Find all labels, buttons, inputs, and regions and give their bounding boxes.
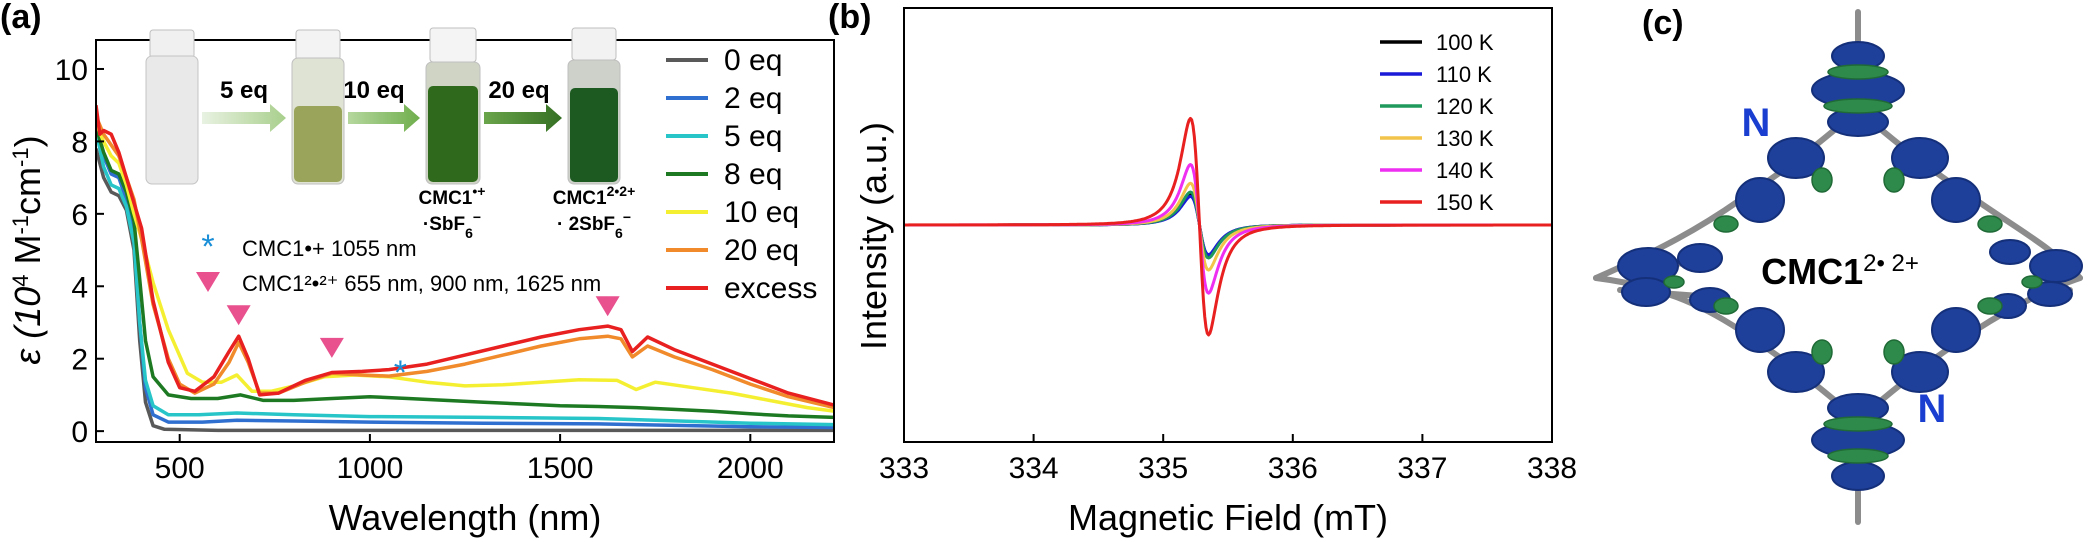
vial-0-body bbox=[145, 55, 199, 185]
arrow-5eq-label: 5 eq bbox=[220, 77, 268, 104]
arrow-20eq: 20 eq bbox=[484, 77, 562, 132]
legend-label: 0 eq bbox=[724, 44, 782, 77]
y-tick-label: 4 bbox=[71, 271, 88, 304]
panel-b-frame bbox=[903, 7, 1553, 443]
panel-a: (a) 500 1000 1500 2000 0 2 4 6 8 10 Wavelength (… bbox=[0, 0, 835, 538]
uvvis-series-8-eq bbox=[96, 126, 834, 420]
y-tick-label: 8 bbox=[71, 126, 88, 159]
vial-caption-diradical: CMC12•2+ · 2SbF6− bbox=[553, 183, 636, 241]
legend-label: 130 K bbox=[1436, 126, 1494, 151]
vial-3 bbox=[567, 27, 621, 185]
arrow-5eq: 5 eq bbox=[202, 77, 286, 132]
star-key-icon: * bbox=[201, 228, 214, 266]
panel-a-x-ticks: 500 1000 1500 2000 bbox=[155, 434, 784, 485]
uvvis-series-excess bbox=[96, 104, 834, 407]
panel-b-letter: (b) bbox=[828, 0, 871, 36]
panel-b-x-ticks: 333 334 335 336 337 338 bbox=[879, 434, 1577, 485]
legend-label: 100 K bbox=[1436, 30, 1494, 55]
star-marker: * bbox=[394, 354, 407, 392]
vial-1-solution bbox=[294, 106, 342, 182]
panel-b-y-label: Intensity (a.u.) bbox=[853, 122, 894, 350]
vial-photo-strip: 5 eq 10 eq 20 eq CMC1•+ ·SbF6− CMC12•2+ … bbox=[145, 27, 636, 241]
panel-a-legend: 0 eq 2 eq 5 eq 8 eq 10 eq 20 eq excess bbox=[666, 44, 817, 305]
triangle-key-label: CMC1²•²⁺ 655 nm, 900 nm, 1625 nm bbox=[242, 271, 601, 296]
panel-a-series-group bbox=[96, 104, 834, 433]
nitrogen-label-bottom: N bbox=[1918, 387, 1947, 431]
triangle-marker bbox=[319, 337, 344, 358]
panel-c: (c) bbox=[1593, 4, 2083, 525]
uvvis-series-2-eq bbox=[96, 119, 834, 430]
legend-label: 110 K bbox=[1436, 62, 1492, 87]
arrow-10eq: 10 eq bbox=[343, 77, 420, 132]
spin-density-molecule: N N CMC12• 2+ bbox=[1593, 9, 2083, 525]
x-tick-label: 500 bbox=[155, 452, 205, 485]
x-tick-label: 1000 bbox=[337, 452, 404, 485]
legend-label: excess bbox=[724, 272, 817, 305]
legend-label: 8 eq bbox=[724, 158, 782, 191]
panel-b: (b) 333 334 335 336 337 338 Magnetic Field (m… bbox=[828, 0, 1577, 538]
panel-b-legend: 100 K 110 K 120 K 130 K 140 K 150 K bbox=[1380, 30, 1494, 215]
svg-text:CMC1•+: CMC1•+ bbox=[419, 183, 486, 209]
panel-a-letter: (a) bbox=[0, 0, 42, 36]
panel-a-markers: * bbox=[226, 296, 620, 392]
svg-text:CMC12•2+: CMC12•2+ bbox=[553, 183, 636, 209]
epr-series-140-K bbox=[904, 163, 1552, 295]
triangle-marker bbox=[226, 305, 251, 326]
legend-label: 5 eq bbox=[724, 120, 782, 153]
triangle-marker bbox=[595, 296, 620, 317]
nitrogen-label-top: N bbox=[1742, 101, 1771, 145]
legend-label: 140 K bbox=[1436, 158, 1494, 183]
legend-label: 10 eq bbox=[724, 196, 799, 229]
vial-caption-radical: CMC1•+ ·SbF6− bbox=[419, 183, 486, 241]
vial-1 bbox=[291, 29, 345, 185]
vial-2 bbox=[425, 27, 481, 185]
vial-2-solution bbox=[428, 86, 478, 182]
y-tick-label: 6 bbox=[71, 199, 88, 232]
y-tick-label: 10 bbox=[55, 54, 88, 87]
panel-b-x-label: Magnetic Field (mT) bbox=[1068, 497, 1388, 538]
uvvis-series-5-eq bbox=[96, 130, 834, 427]
x-tick-label: 335 bbox=[1138, 452, 1188, 485]
x-tick-label: 337 bbox=[1397, 452, 1447, 485]
svg-text:· 2SbF6−: · 2SbF6− bbox=[557, 209, 631, 241]
marker-key: * CMC1•+ 1055 nm CMC1²•²⁺ 655 nm, 900 nm… bbox=[196, 228, 601, 296]
arrow-20eq-label: 20 eq bbox=[488, 77, 549, 104]
panel-c-letter: (c) bbox=[1642, 4, 1684, 42]
x-tick-label: 2000 bbox=[717, 452, 784, 485]
arrow-10eq-label: 10 eq bbox=[343, 77, 404, 104]
legend-label: 120 K bbox=[1436, 94, 1494, 119]
legend-label: 2 eq bbox=[724, 82, 782, 115]
panel-a-y-ticks: 0 2 4 6 8 10 bbox=[55, 54, 104, 449]
star-key-label: CMC1•+ 1055 nm bbox=[242, 236, 417, 261]
panel-a-y-label: ε (104 M-1cm-1) bbox=[7, 135, 48, 364]
svg-text:·SbF6−: ·SbF6− bbox=[423, 209, 481, 241]
y-tick-label: 0 bbox=[71, 416, 88, 449]
vial-0 bbox=[145, 29, 199, 185]
molecule-label: CMC12• 2+ bbox=[1761, 250, 1919, 293]
x-tick-label: 333 bbox=[879, 452, 929, 485]
x-tick-label: 336 bbox=[1268, 452, 1318, 485]
y-tick-label: 2 bbox=[71, 344, 88, 377]
x-tick-label: 1500 bbox=[527, 452, 594, 485]
vial-3-solution bbox=[570, 88, 618, 182]
legend-label: 150 K bbox=[1436, 190, 1494, 215]
x-tick-label: 338 bbox=[1527, 452, 1577, 485]
epr-series-150-K bbox=[904, 116, 1552, 337]
legend-label: 20 eq bbox=[724, 234, 799, 267]
x-tick-label: 334 bbox=[1009, 452, 1059, 485]
panel-a-x-label: Wavelength (nm) bbox=[329, 497, 602, 538]
triangle-key-icon bbox=[196, 272, 220, 292]
panel-b-series-group bbox=[904, 116, 1552, 337]
